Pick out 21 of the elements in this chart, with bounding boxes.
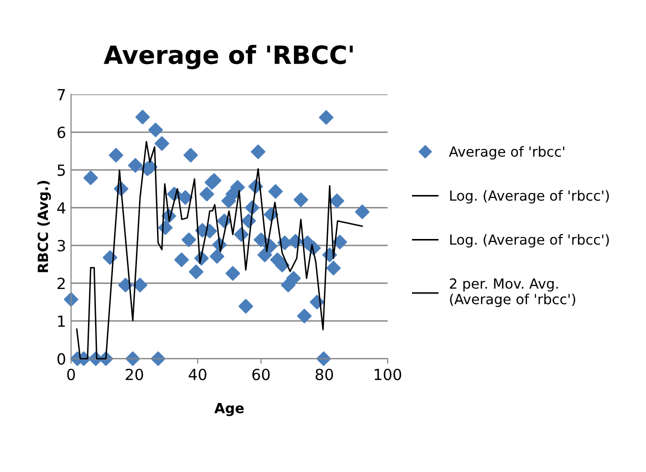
y-tick-label: 1 <box>58 316 65 327</box>
y-tick-label: 6 <box>58 126 66 138</box>
x-tick-label: 100 <box>374 368 402 380</box>
x-tick-label: 60 <box>252 368 270 380</box>
legend-label: Log. (Average of 'rbcc') <box>450 190 609 204</box>
y-axis-title: RBCC (Avg.) <box>37 180 51 272</box>
x-tick-label: 80 <box>316 368 333 380</box>
y-tick-label: 0 <box>57 353 66 365</box>
chart-title: Average of 'RBCC' <box>104 44 353 70</box>
x-axis-title: Age <box>214 402 244 416</box>
legend-label: Log. (Average of 'rbcc') <box>450 234 609 248</box>
x-tick-label: 40 <box>188 368 206 380</box>
legend-label: Average of 'rbcc' <box>448 146 564 160</box>
y-tick-label: 7 <box>58 89 65 100</box>
y-tick-label: 3 <box>58 240 65 252</box>
y-tick-label: 5 <box>58 164 65 176</box>
x-tick-label: 20 <box>126 368 144 380</box>
x-tick-label: 0 <box>67 368 75 380</box>
legend-label: 2 per. Mov. Avg. (Average of 'rbcc') <box>450 278 576 308</box>
y-tick-label: 4 <box>57 202 66 214</box>
y-tick-label: 2 <box>58 278 65 290</box>
